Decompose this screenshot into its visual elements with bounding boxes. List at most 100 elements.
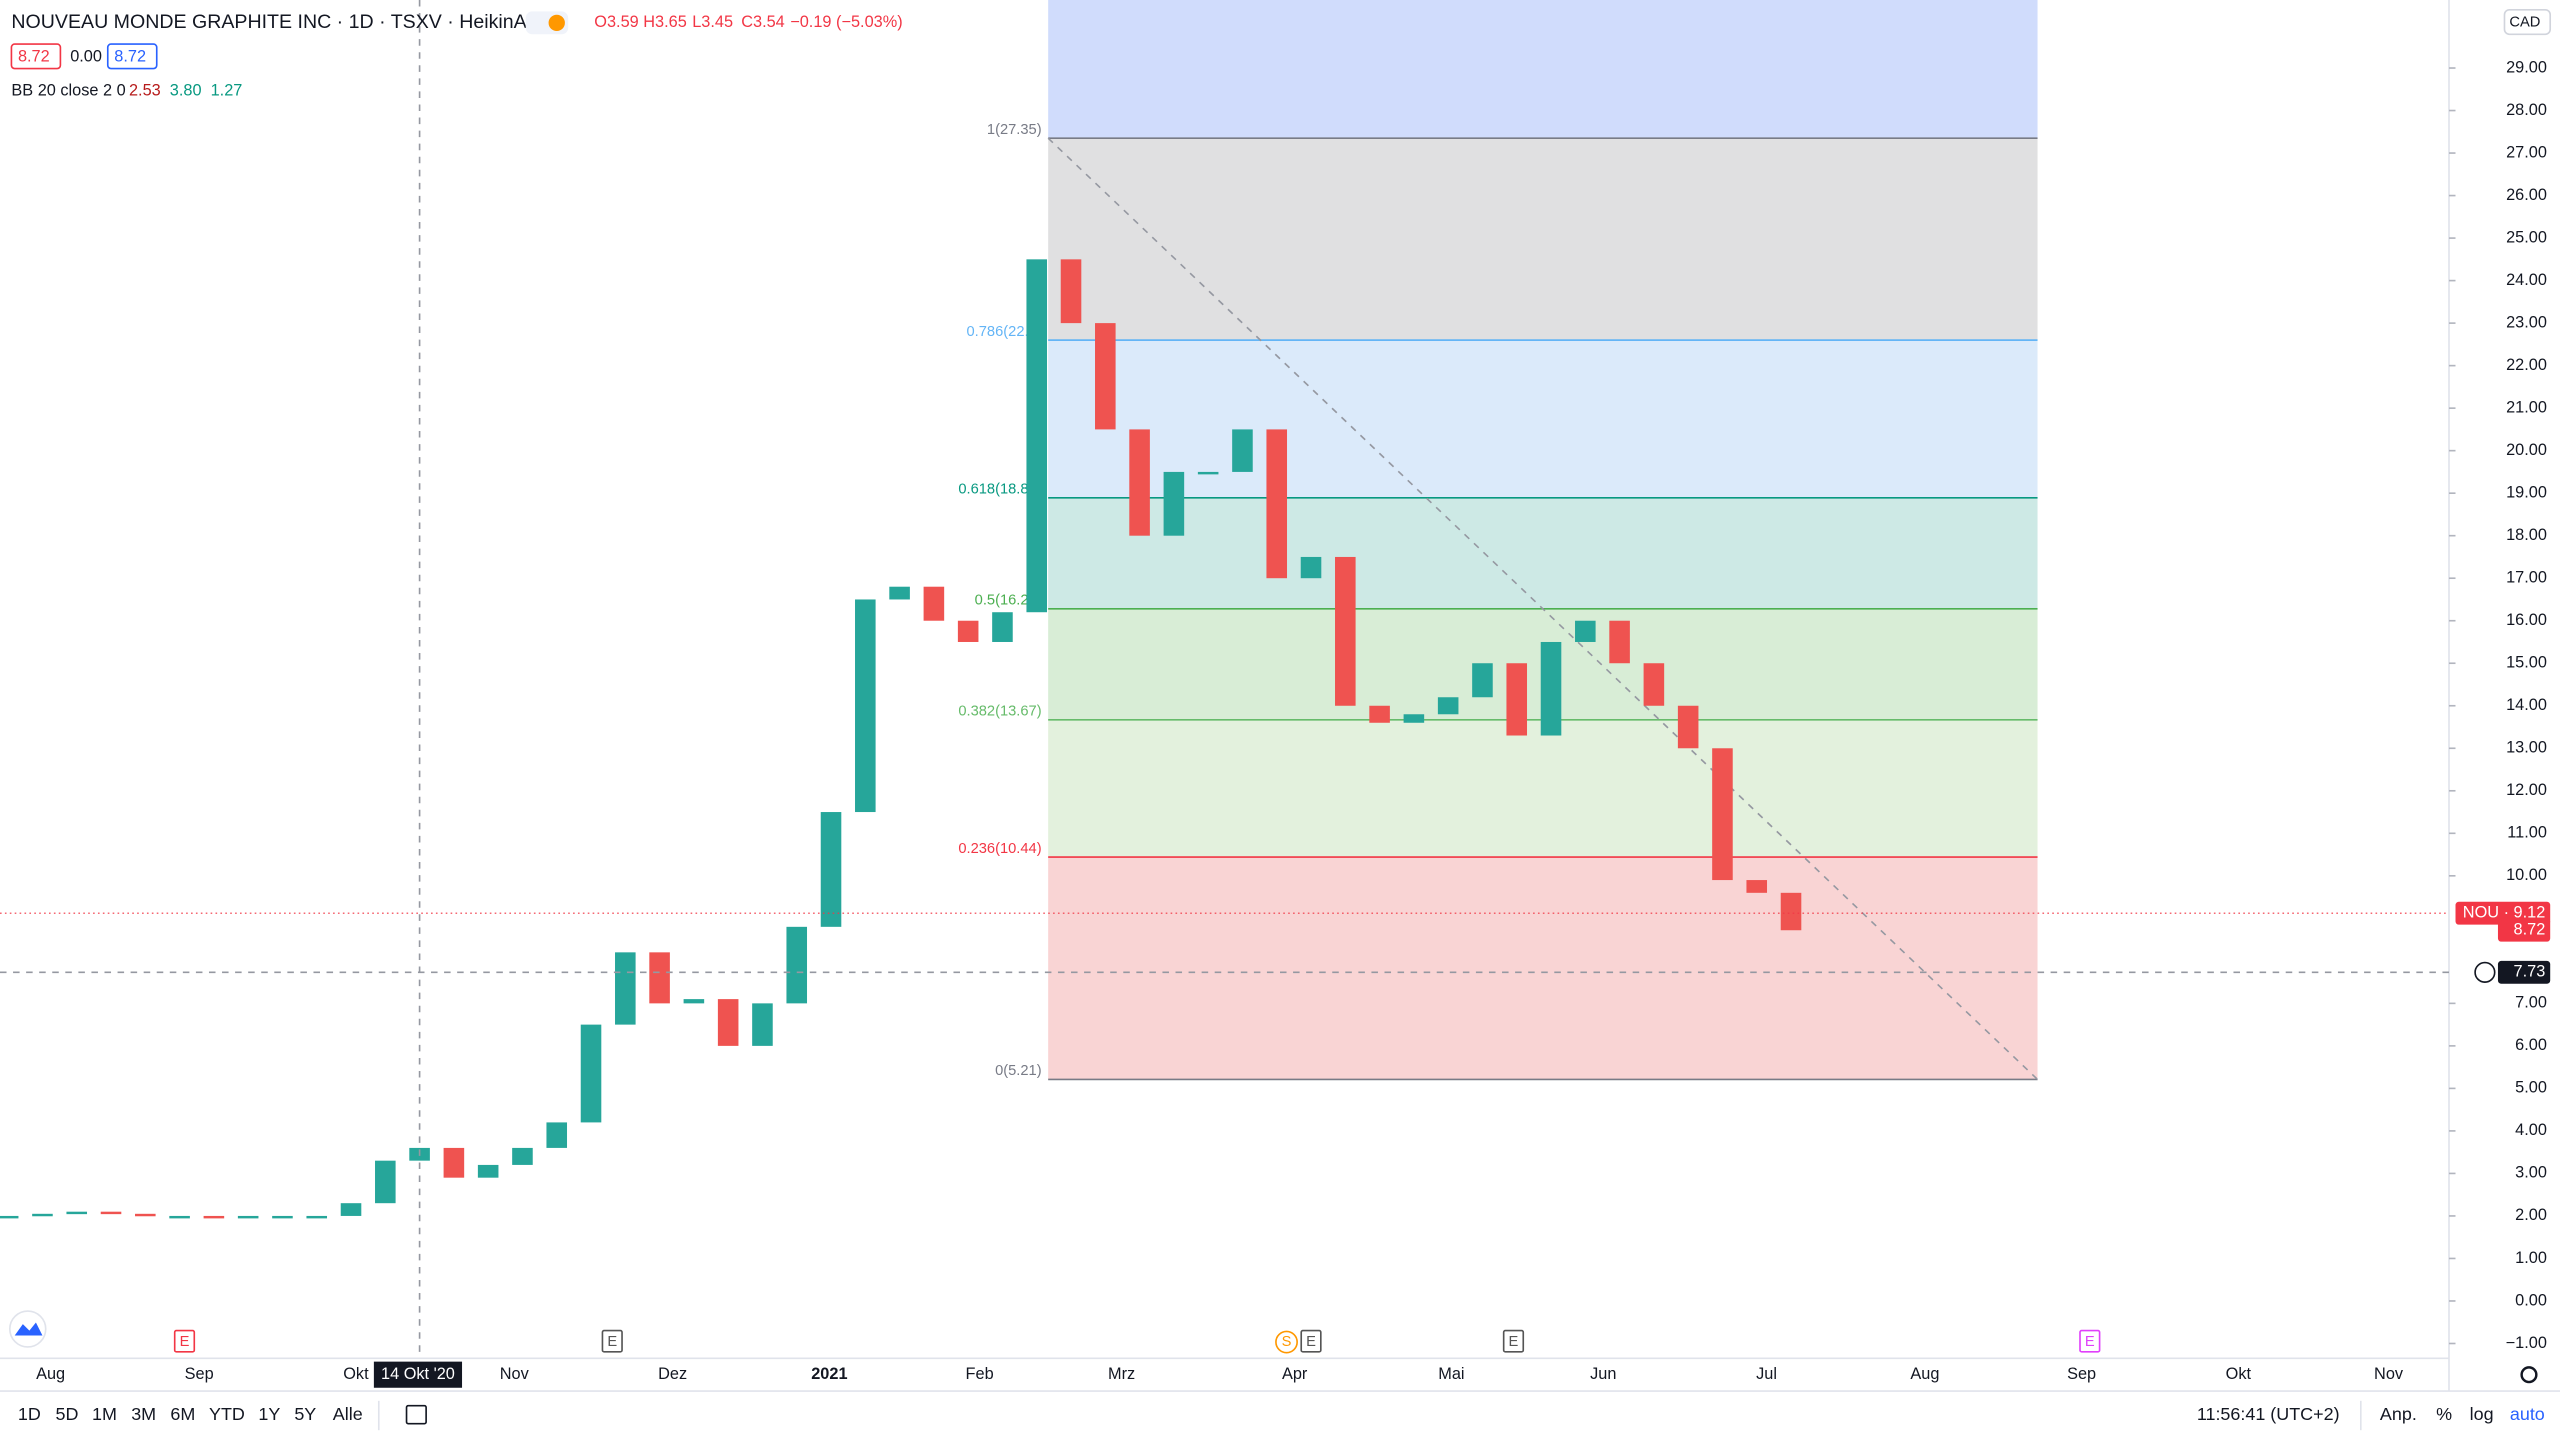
range-button[interactable]: 1Y bbox=[258, 1404, 280, 1424]
y-tick-label: 7.00 bbox=[2515, 994, 2547, 1012]
y-tick-label: 12.00 bbox=[2506, 781, 2547, 799]
candle-body bbox=[1060, 259, 1082, 324]
y-tick-label: 13.00 bbox=[2506, 739, 2547, 757]
scale-option[interactable]: log bbox=[2470, 1404, 2494, 1424]
x-tick-label: Mrz bbox=[1108, 1365, 1135, 1383]
candle-body bbox=[717, 999, 739, 1046]
y-tick-label: 25.00 bbox=[2506, 228, 2547, 246]
currency-button[interactable] bbox=[2503, 8, 2552, 36]
y-tick-label: 27.00 bbox=[2506, 143, 2547, 161]
y-tick-label: 28.00 bbox=[2506, 101, 2547, 119]
candle-body bbox=[820, 812, 842, 927]
clock[interactable]: 11:56:41 (UTC+2) bbox=[2197, 1404, 2340, 1424]
currency-label[interactable]: CAD bbox=[2509, 15, 2540, 31]
candle-body bbox=[889, 586, 910, 600]
event-label[interactable]: E bbox=[607, 1334, 617, 1350]
event-marker[interactable] bbox=[1275, 1330, 1298, 1354]
x-tick-label: 2021 bbox=[811, 1365, 847, 1383]
x-tick-label: Aug bbox=[1910, 1365, 1939, 1383]
candle-body bbox=[1266, 429, 1288, 579]
event-label[interactable]: E bbox=[1509, 1334, 1519, 1350]
range-button[interactable]: 1M bbox=[92, 1404, 117, 1424]
event-marker[interactable] bbox=[173, 1329, 196, 1353]
fib-zone bbox=[1048, 138, 2038, 341]
candle-body bbox=[1300, 556, 1322, 579]
y-tick-label: 2.00 bbox=[2515, 1206, 2547, 1224]
scale-option[interactable]: Anp. bbox=[2380, 1404, 2417, 1424]
settings-button[interactable] bbox=[2520, 1366, 2538, 1384]
scale-option[interactable]: % bbox=[2436, 1404, 2452, 1424]
price-box bbox=[106, 43, 158, 70]
y-tick-label: 29.00 bbox=[2506, 58, 2547, 76]
event-label[interactable]: E bbox=[2085, 1334, 2095, 1350]
fib-zone bbox=[1048, 857, 2038, 1080]
event-label[interactable]: E bbox=[180, 1334, 190, 1350]
add-alert-button[interactable] bbox=[2474, 961, 2496, 983]
candle-body bbox=[1643, 663, 1665, 706]
fib-level-label: 0(5.21) bbox=[995, 1063, 1042, 1079]
candle-body bbox=[1677, 705, 1699, 749]
x-tick-label: Jun bbox=[1590, 1365, 1616, 1383]
x-tick-label: Nov bbox=[2374, 1365, 2404, 1383]
price-badge-label: 7.73 bbox=[2514, 963, 2546, 981]
x-tick-label: Sep bbox=[185, 1365, 214, 1383]
range-button[interactable]: 1D bbox=[18, 1404, 41, 1424]
candle-body bbox=[1129, 429, 1150, 536]
symbol-title[interactable]: NOUVEAU MONDE GRAPHITE INC · 1D · TSXV ·… bbox=[11, 11, 551, 33]
event-label[interactable]: E bbox=[1306, 1334, 1316, 1350]
price-row-value: 8.72 bbox=[18, 47, 50, 65]
y-tick-label: 1.00 bbox=[2515, 1249, 2547, 1267]
legend: NOUVEAU MONDE GRAPHITE INC · 1D · TSXV ·… bbox=[10, 11, 903, 100]
range-button[interactable]: 5Y bbox=[294, 1404, 316, 1424]
event-marker[interactable] bbox=[2079, 1329, 2101, 1353]
range-button[interactable]: YTD bbox=[209, 1404, 245, 1424]
range-button[interactable]: 3M bbox=[131, 1404, 156, 1424]
x-tick-label: Nov bbox=[500, 1365, 530, 1383]
y-tick-label: 17.00 bbox=[2506, 569, 2547, 587]
indicator-name[interactable]: BB 20 close 2 0 bbox=[11, 82, 125, 100]
y-tick-label: 6.00 bbox=[2515, 1036, 2547, 1054]
overlay: NOU · 9.128.727.73 bbox=[0, 0, 2551, 1359]
ohlc-value: H3.65 bbox=[643, 13, 687, 31]
fib-zone bbox=[1048, 719, 2038, 858]
price-row-value: 8.72 bbox=[114, 47, 146, 65]
candle-body bbox=[786, 926, 808, 1004]
candle-body bbox=[169, 1215, 190, 1219]
fib-level-label: 0.382(13.67) bbox=[958, 703, 1041, 719]
indicator-value: 3.80 bbox=[170, 82, 202, 100]
x-tick-label: Aug bbox=[36, 1365, 65, 1383]
event-marker[interactable] bbox=[601, 1329, 623, 1353]
range-button[interactable]: 6M bbox=[170, 1404, 195, 1424]
candle-body bbox=[957, 620, 979, 642]
candle-body bbox=[1232, 429, 1253, 472]
range-button[interactable]: 5D bbox=[55, 1404, 78, 1424]
ohlc-value: L3.45 bbox=[692, 13, 733, 31]
fib-retracement: 1(27.35) 0.786(22.6) 0.618(18.89) 0.5(16.28… bbox=[958, 0, 2039, 1081]
y-tick-label: 21.00 bbox=[2506, 398, 2547, 416]
date-range-button[interactable] bbox=[405, 1404, 427, 1425]
candle-body bbox=[1780, 892, 1802, 931]
indicator-value: 1.27 bbox=[211, 82, 243, 100]
scale-option[interactable]: auto bbox=[2510, 1404, 2545, 1424]
event-marker[interactable] bbox=[1502, 1329, 1525, 1353]
indicator-value: 2.53 bbox=[129, 82, 161, 100]
price-badge bbox=[2497, 918, 2551, 942]
range-button[interactable]: Alle bbox=[333, 1404, 363, 1424]
candle-body bbox=[1540, 641, 1562, 736]
event-marker[interactable] bbox=[1300, 1329, 1322, 1353]
candle-body bbox=[135, 1213, 156, 1217]
candle-body bbox=[66, 1211, 88, 1215]
y-tick-label: 26.00 bbox=[2506, 186, 2547, 204]
candle-body bbox=[1197, 471, 1219, 475]
bottom-toolbar: 1D 5D 1M 3M 6M YTD 1Y 5Y Alle 11:56:41 (UTC+2) Anp… bbox=[18, 1366, 2545, 1431]
event-label[interactable]: S bbox=[1282, 1334, 1292, 1350]
candle-body bbox=[1163, 471, 1185, 536]
y-tick-label: 22.00 bbox=[2506, 356, 2547, 374]
candle-body bbox=[923, 586, 945, 621]
candle-body bbox=[752, 1003, 773, 1046]
y-tick-label: 10.00 bbox=[2506, 866, 2547, 884]
price-axis: 29.00 28.00 27.00 26.00 25.00 24.00 23.00 22.00… bbox=[2448, 8, 2552, 1352]
candle-body bbox=[1335, 556, 1356, 706]
crosshair-time-badge bbox=[373, 1361, 463, 1388]
